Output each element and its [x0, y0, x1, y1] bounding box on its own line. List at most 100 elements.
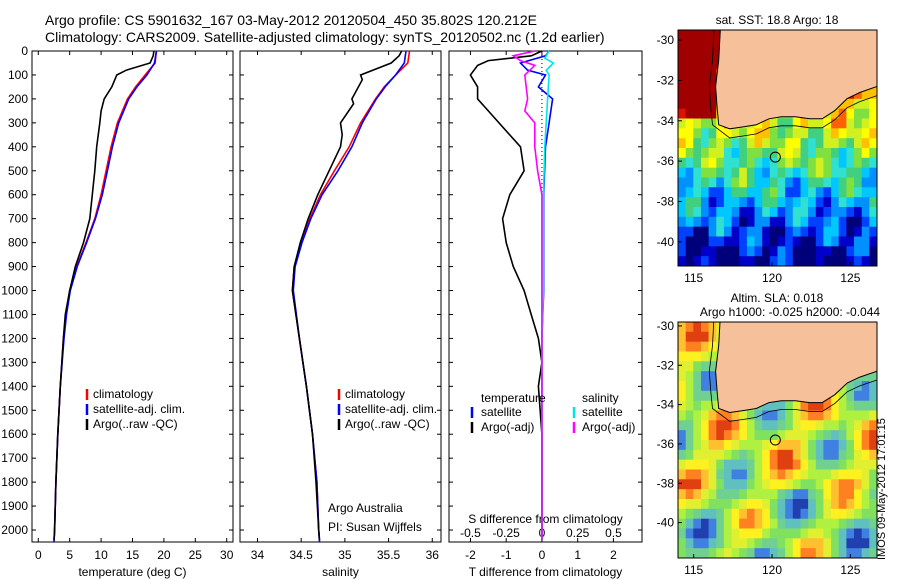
- field-cell: [861, 528, 870, 539]
- x-tick-label: 5: [66, 548, 73, 562]
- field-cell: [678, 469, 687, 480]
- field-cell: [693, 420, 702, 431]
- field-cell: [869, 177, 877, 188]
- field-cell: [777, 197, 786, 208]
- field-cell: [739, 187, 748, 198]
- field-cell: [831, 400, 840, 412]
- field-cell: [861, 499, 870, 510]
- field-cell: [792, 479, 802, 490]
- field-cell: [785, 469, 794, 480]
- field-cell: [815, 177, 825, 188]
- field-cell: [838, 548, 847, 558]
- field-cell: [785, 138, 794, 149]
- field-cell: [846, 138, 855, 149]
- field-cell: [854, 390, 863, 402]
- field-cell: [701, 449, 710, 461]
- field-cell: [815, 246, 825, 257]
- field-cell: [869, 148, 877, 159]
- x-tick-label: 34: [251, 548, 265, 562]
- field-cell: [785, 207, 794, 218]
- field-cell: [831, 469, 840, 480]
- field-cell: [815, 528, 825, 539]
- field-cell: [723, 197, 733, 208]
- field-cell: [693, 528, 702, 539]
- field-cell: [708, 469, 717, 480]
- field-cell: [815, 459, 825, 471]
- field-cell: [838, 148, 847, 159]
- field-cell: [769, 138, 779, 149]
- field-cell: [731, 440, 740, 451]
- field-cell: [831, 518, 840, 530]
- field-cell: [678, 138, 687, 149]
- field-cell: [754, 177, 763, 188]
- field-cell: [762, 236, 771, 247]
- field-cell: [800, 256, 809, 266]
- field-cell: [716, 216, 725, 228]
- field-cell: [701, 197, 710, 208]
- field-cell: [701, 381, 710, 392]
- field-cell: [800, 430, 809, 441]
- field-cell: [785, 256, 794, 266]
- field-cell: [701, 361, 710, 372]
- field-cell: [785, 499, 794, 510]
- field-cell: [739, 508, 748, 520]
- field-cell: [754, 430, 763, 441]
- field-cell: [815, 207, 825, 218]
- legend-label: satellite: [481, 405, 522, 419]
- field-cell: [701, 148, 710, 159]
- field-cell: [762, 508, 771, 520]
- field-cell: [708, 538, 717, 549]
- field-cell: [831, 187, 840, 198]
- field-cell: [678, 331, 687, 343]
- field-cell: [785, 489, 794, 500]
- field-cell: [762, 128, 771, 139]
- field-cell: [685, 390, 694, 402]
- field-cell: [685, 69, 694, 80]
- field-cell: [815, 118, 825, 129]
- field-cell: [838, 246, 847, 257]
- field-cell: [815, 449, 825, 461]
- y-tick-label: 1000: [1, 284, 28, 298]
- x-tick-label: 2: [610, 548, 617, 562]
- y-tick-label: 1900: [1, 499, 28, 513]
- field-cell: [831, 157, 840, 169]
- field-cell: [701, 207, 710, 218]
- field-cell: [746, 410, 756, 421]
- field-cell: [739, 479, 748, 490]
- series-line-argo-raw-qc-: [291, 50, 403, 540]
- field-cell: [823, 459, 832, 471]
- field-cell: [823, 187, 832, 198]
- field-cell: [815, 518, 825, 530]
- field-cell: [785, 226, 794, 238]
- field-cell: [708, 371, 717, 382]
- field-cell: [869, 440, 877, 451]
- field-cell: [815, 226, 825, 238]
- x-tick-label: 25: [189, 548, 203, 562]
- field-cell: [815, 197, 825, 208]
- field-cell: [792, 226, 802, 238]
- map-title-sla: Altim. SLA: 0.018: [731, 291, 824, 305]
- field-cell: [869, 157, 877, 169]
- field-cell: [701, 508, 710, 520]
- field-cell: [869, 489, 877, 500]
- field-cell: [685, 351, 694, 362]
- field-cell: [777, 167, 786, 179]
- field-cell: [823, 246, 832, 257]
- field-cell: [685, 138, 694, 149]
- field-cell: [731, 538, 740, 549]
- field-cell: [746, 449, 756, 461]
- legend-label: Argo(-adj): [582, 420, 635, 434]
- field-cell: [701, 538, 710, 549]
- field-cell: [739, 440, 748, 451]
- field-cell: [685, 341, 694, 353]
- field-cell: [846, 187, 855, 198]
- field-cell: [678, 440, 687, 451]
- field-cell: [708, 108, 717, 120]
- field-cell: [701, 459, 710, 471]
- field-cell: [716, 226, 725, 238]
- field-cell: [693, 39, 702, 51]
- field-cell: [838, 430, 847, 441]
- s-tick-label: -0.5: [460, 526, 481, 540]
- field-cell: [854, 528, 863, 539]
- field-cell: [693, 177, 702, 188]
